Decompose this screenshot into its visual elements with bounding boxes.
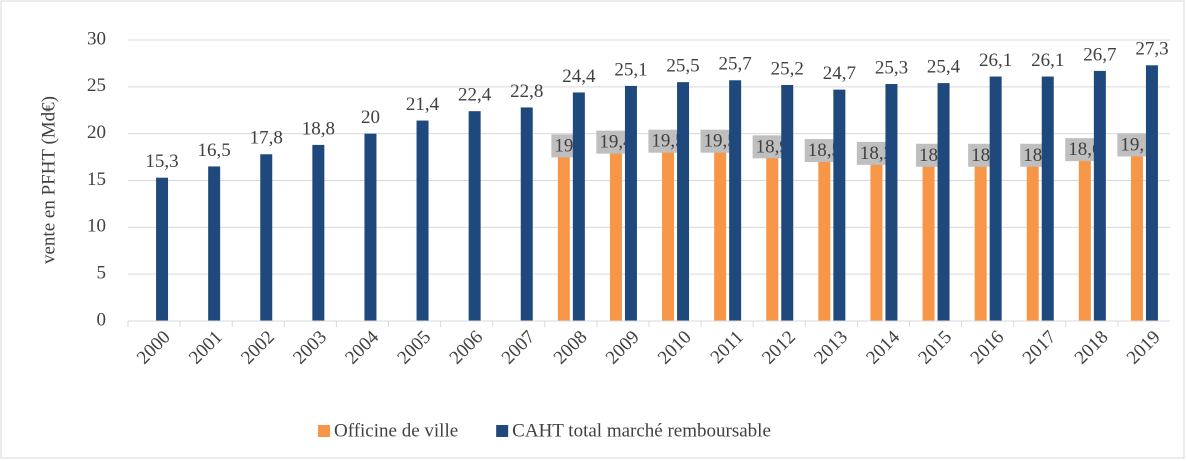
bar: [364, 133, 377, 321]
bar: [520, 107, 533, 321]
value-label: 18: [919, 145, 938, 166]
value-label: 16,5: [198, 140, 231, 161]
bar: [766, 143, 779, 321]
value-label: 25,2: [771, 58, 804, 79]
bar: [1041, 76, 1054, 321]
value-label: 18,5: [808, 140, 841, 161]
bar: [609, 139, 622, 321]
y-tick-label: 0: [97, 309, 107, 330]
value-label: 18,2: [860, 143, 893, 164]
bar: [974, 152, 987, 321]
value-label: 22,8: [510, 81, 543, 102]
bar: [156, 177, 169, 321]
bar: [885, 84, 898, 321]
value-label-box: [551, 134, 577, 158]
bar: [468, 111, 481, 321]
value-label: 24,7: [823, 63, 856, 84]
value-label: 21,4: [406, 94, 440, 115]
value-label: 18: [971, 145, 990, 166]
bar: [312, 144, 325, 321]
bar: [557, 143, 570, 321]
value-label: 26,1: [979, 50, 1012, 71]
value-label-group: 19: [551, 134, 577, 158]
bar: [1145, 65, 1158, 321]
value-label: 20: [361, 107, 380, 128]
value-label: 19,5: [651, 131, 684, 152]
legend-swatch: [318, 425, 330, 437]
y-tick-label: 25: [87, 75, 106, 96]
bar: [208, 166, 221, 321]
bar: [870, 150, 883, 321]
value-label-group: 18: [916, 143, 942, 167]
value-label-box: [968, 143, 994, 167]
bar: [416, 120, 429, 321]
bar: [781, 84, 794, 322]
value-label-box: [916, 143, 942, 167]
value-label: 26,7: [1083, 44, 1116, 65]
value-label-box: [1020, 143, 1046, 167]
bar: [729, 80, 742, 321]
value-label: 22,4: [458, 85, 492, 106]
y-tick-label: 15: [87, 169, 106, 190]
value-label: 19,4: [599, 132, 633, 153]
value-label: 25,7: [719, 54, 752, 75]
bar: [937, 83, 950, 321]
bar: [572, 92, 585, 321]
value-label: 18,9: [756, 136, 789, 157]
value-label: 19,1: [1120, 134, 1153, 155]
bar: [1130, 142, 1143, 321]
bar: [260, 154, 273, 321]
value-label-group: 18: [968, 143, 994, 167]
value-label: 19,5: [704, 131, 737, 152]
bar: [677, 82, 690, 322]
bar: [1026, 152, 1039, 321]
bar: [833, 89, 846, 321]
value-label: 24,4: [562, 66, 596, 87]
legend-label: CAHT total marché remboursable: [512, 420, 771, 441]
y-tick-label: 20: [87, 122, 106, 143]
bar: [662, 138, 675, 321]
legend-swatch: [496, 425, 509, 437]
y-tick-label: 30: [87, 28, 106, 49]
value-label: 25,1: [614, 59, 647, 80]
value-label: 25,4: [927, 56, 961, 77]
bar: [714, 138, 727, 321]
bar: [922, 152, 935, 321]
value-label: 19: [554, 135, 573, 156]
value-label: 18: [1023, 145, 1042, 166]
value-label: 25,3: [875, 57, 908, 78]
bar: [1093, 70, 1106, 321]
value-label: 26,1: [1031, 50, 1064, 71]
value-label: 18,6: [1068, 139, 1101, 160]
bar: [818, 147, 831, 321]
bar: [1078, 146, 1091, 321]
value-label: 17,8: [250, 128, 283, 149]
value-label-group: 18: [1020, 143, 1046, 167]
y-tick-label: 10: [87, 216, 106, 237]
value-label: 27,3: [1135, 39, 1168, 60]
bar: [989, 76, 1002, 321]
legend-label: Officine de ville: [334, 420, 458, 441]
value-label: 25,5: [666, 56, 699, 77]
value-label: 18,8: [302, 118, 335, 139]
value-label: 15,3: [145, 151, 178, 172]
y-axis-title: vente en PFHT (Md€): [38, 96, 59, 264]
bar: [624, 85, 637, 321]
y-tick-label: 5: [97, 263, 107, 284]
